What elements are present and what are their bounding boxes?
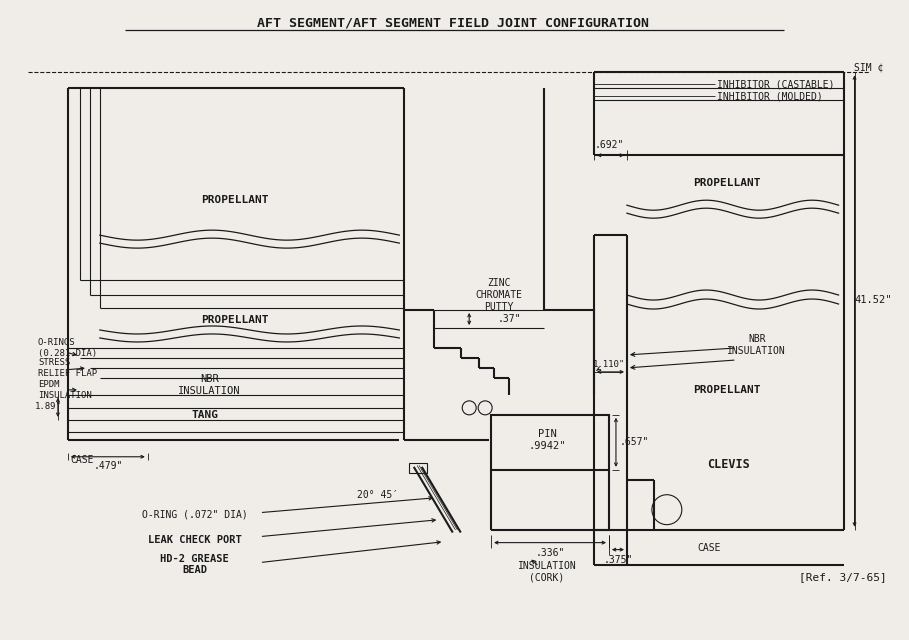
Text: 1.110": 1.110" — [593, 360, 625, 369]
Text: TANG: TANG — [191, 410, 218, 420]
Text: PROPELLANT: PROPELLANT — [201, 195, 268, 205]
Bar — [491, 415, 609, 470]
Text: 1.89": 1.89" — [35, 403, 61, 412]
Text: [Ref. 3/7-65]: [Ref. 3/7-65] — [799, 573, 886, 582]
Text: .479": .479" — [93, 461, 123, 471]
Text: PROPELLANT: PROPELLANT — [201, 315, 268, 325]
Text: AFT SEGMENT/AFT SEGMENT FIELD JOINT CONFIGURATION: AFT SEGMENT/AFT SEGMENT FIELD JOINT CONF… — [257, 16, 649, 29]
Text: .37": .37" — [497, 314, 521, 324]
Text: 20° 45′: 20° 45′ — [357, 490, 398, 500]
Text: NBR
INSULATION: NBR INSULATION — [178, 374, 241, 396]
Text: O-RINGS
(0.281 DIA): O-RINGS (0.281 DIA) — [38, 339, 97, 358]
Text: PROPELLANT: PROPELLANT — [693, 385, 761, 395]
Text: .336": .336" — [535, 548, 564, 557]
Text: NBR
INSULATION: NBR INSULATION — [727, 334, 786, 356]
Text: O-RING (.072" DIA): O-RING (.072" DIA) — [142, 509, 247, 520]
Text: CLEVIS: CLEVIS — [707, 458, 750, 471]
Text: HD-2 GREASE
BEAD: HD-2 GREASE BEAD — [160, 554, 229, 575]
Text: .692": .692" — [594, 140, 624, 150]
Text: SIM ¢: SIM ¢ — [854, 63, 883, 72]
Text: .375": .375" — [604, 555, 633, 564]
Text: .657": .657" — [619, 436, 649, 447]
Text: LEAK CHECK PORT: LEAK CHECK PORT — [148, 534, 242, 545]
Text: ZINC
CHROMATE
PUTTY: ZINC CHROMATE PUTTY — [475, 278, 523, 312]
Text: STRESS
RELIEF FLAP: STRESS RELIEF FLAP — [38, 358, 97, 378]
Text: CASE: CASE — [697, 543, 721, 552]
Text: INHIBITOR (MOLDED): INHIBITOR (MOLDED) — [717, 92, 823, 101]
Text: EPDM
INSULATION: EPDM INSULATION — [38, 380, 92, 399]
Text: PIN
.9942": PIN .9942" — [528, 429, 565, 451]
Bar — [409, 463, 427, 473]
Text: INHIBITOR (CASTABLE): INHIBITOR (CASTABLE) — [717, 79, 834, 90]
Text: CASE: CASE — [70, 455, 94, 465]
Text: PROPELLANT: PROPELLANT — [693, 178, 761, 188]
Text: INSULATION
(CORK): INSULATION (CORK) — [518, 561, 576, 582]
Text: 41.52": 41.52" — [854, 295, 893, 305]
